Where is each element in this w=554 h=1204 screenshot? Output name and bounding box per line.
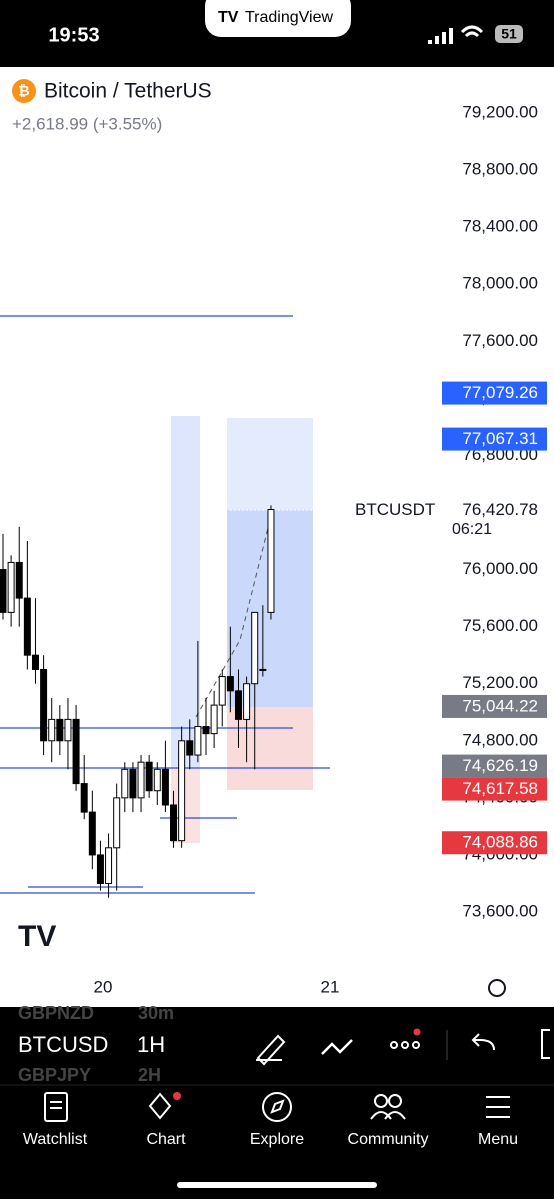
toolbar-symbol[interactable]: BTCUSD (18, 1032, 108, 1057)
draw-tool[interactable] (256, 1034, 286, 1066)
more-tools[interactable] (390, 1041, 420, 1049)
candle-body (186, 740, 194, 756)
candle-body (267, 509, 275, 613)
badge (413, 1028, 421, 1036)
price-tag: 74,626.19 (462, 756, 538, 775)
candle-body (210, 704, 218, 735)
btc-glyph: ₿ (18, 83, 29, 99)
clock: 19:53 (48, 24, 99, 46)
candle-body (56, 718, 64, 742)
price-tick-label: 75,600.00 (462, 616, 538, 635)
price-tick-label: 78,000.00 (462, 274, 538, 293)
redo[interactable] (541, 1029, 550, 1059)
candle-body (194, 726, 202, 756)
price-tag-bg (442, 831, 547, 855)
prev-symbol[interactable]: GBPNZD (18, 1003, 94, 1023)
candle-body (226, 676, 234, 692)
price-tick-label: 73,600.00 (462, 901, 538, 920)
price-tick-label: 78,800.00 (462, 160, 538, 179)
candle-body (88, 811, 96, 856)
candle-body (64, 718, 72, 742)
price-tick-label: 74,800.00 (462, 730, 538, 749)
candle-body (31, 654, 39, 670)
candle-body (145, 761, 153, 792)
last-price-value: 76,420.78 (462, 500, 538, 519)
time-label: 21 (321, 977, 340, 996)
candle-body (80, 783, 88, 813)
price-tick-label: 75,200.00 (462, 673, 538, 692)
app-pill (205, 0, 351, 37)
toolbar-interval[interactable]: 1H (137, 1032, 165, 1057)
next-interval[interactable]: 2H (138, 1065, 161, 1085)
candle-body (40, 668, 48, 742)
candle-body (161, 768, 169, 806)
candle-body (121, 768, 129, 799)
tab-label[interactable]: Chart (146, 1131, 186, 1148)
candle-body (170, 804, 178, 842)
btc-icon (12, 79, 36, 103)
next-symbol[interactable]: GBPJPY (18, 1065, 91, 1085)
candle-body (23, 597, 31, 656)
price-tick-label: 79,200.00 (462, 102, 538, 121)
home-indicator (177, 1182, 377, 1188)
price-tick-label: 77,600.00 (462, 331, 538, 350)
wifi (460, 25, 484, 38)
price-tick-label: 76,000.00 (462, 559, 538, 578)
price-tag-bg (442, 754, 547, 778)
candle-body (153, 768, 161, 792)
candle-body (202, 726, 210, 735)
symbol-name[interactable]: Bitcoin / TetherUS (44, 80, 212, 103)
prev-interval[interactable]: 30m (138, 1003, 174, 1023)
badge (173, 1092, 181, 1100)
tab-label[interactable]: Explore (250, 1131, 304, 1148)
candle-body (72, 718, 80, 785)
tab-label[interactable]: Watchlist (23, 1131, 88, 1148)
price-tag-bg (442, 427, 547, 451)
candle-body (178, 740, 186, 842)
candle-body (15, 561, 23, 599)
candle-body (7, 561, 15, 613)
candle-body (129, 768, 137, 799)
candle-body (96, 854, 104, 884)
tab-label[interactable]: Community (348, 1131, 429, 1148)
candle-body (113, 797, 121, 849)
candle-body (0, 569, 7, 613)
battery (495, 25, 523, 43)
battery-level: 51 (501, 26, 517, 42)
price-tag-bg (442, 381, 547, 405)
countdown: 06:21 (452, 521, 492, 538)
tab-label[interactable]: Menu (478, 1131, 518, 1148)
candle-body (259, 668, 267, 671)
price-tag-bg (442, 694, 547, 718)
candle-body (218, 676, 226, 706)
tab-icons (44, 1092, 510, 1122)
candle-body (105, 847, 113, 884)
candle-body (251, 611, 259, 685)
candle-body (48, 718, 56, 742)
candle-body (243, 683, 251, 720)
price-tag: 75,044.22 (462, 696, 538, 715)
tv-watermark: TV (18, 920, 56, 953)
time-label: 20 (94, 977, 113, 996)
price-tag: 77,079.26 (462, 383, 538, 402)
last-price-bg (350, 495, 550, 540)
undo[interactable] (471, 1033, 495, 1051)
app-name: TradingView (245, 9, 333, 26)
price-tag: 74,617.58 (462, 779, 538, 798)
price-tag-bg (442, 777, 547, 801)
symbol-change: +2,618.99 (+3.55%) (12, 114, 162, 133)
last-price-symbol: BTCUSDT (355, 500, 435, 519)
candle-body (137, 761, 145, 799)
price-tag: 74,088.86 (462, 833, 538, 852)
trend-tool[interactable] (321, 1039, 353, 1055)
signal (428, 28, 453, 44)
price-tick-label: 78,400.00 (462, 217, 538, 236)
tv-logo: TV (218, 9, 239, 26)
settings-icon[interactable] (488, 979, 506, 997)
candle-body (234, 690, 242, 720)
price-tag: 77,067.31 (462, 429, 538, 448)
